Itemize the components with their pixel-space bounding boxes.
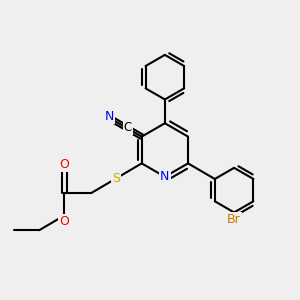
Text: O: O — [59, 158, 69, 171]
Text: S: S — [112, 172, 120, 185]
Text: N: N — [160, 170, 170, 183]
Text: Br: Br — [227, 213, 241, 226]
Text: C: C — [124, 121, 132, 134]
Text: O: O — [59, 215, 69, 228]
Text: N: N — [104, 110, 114, 123]
